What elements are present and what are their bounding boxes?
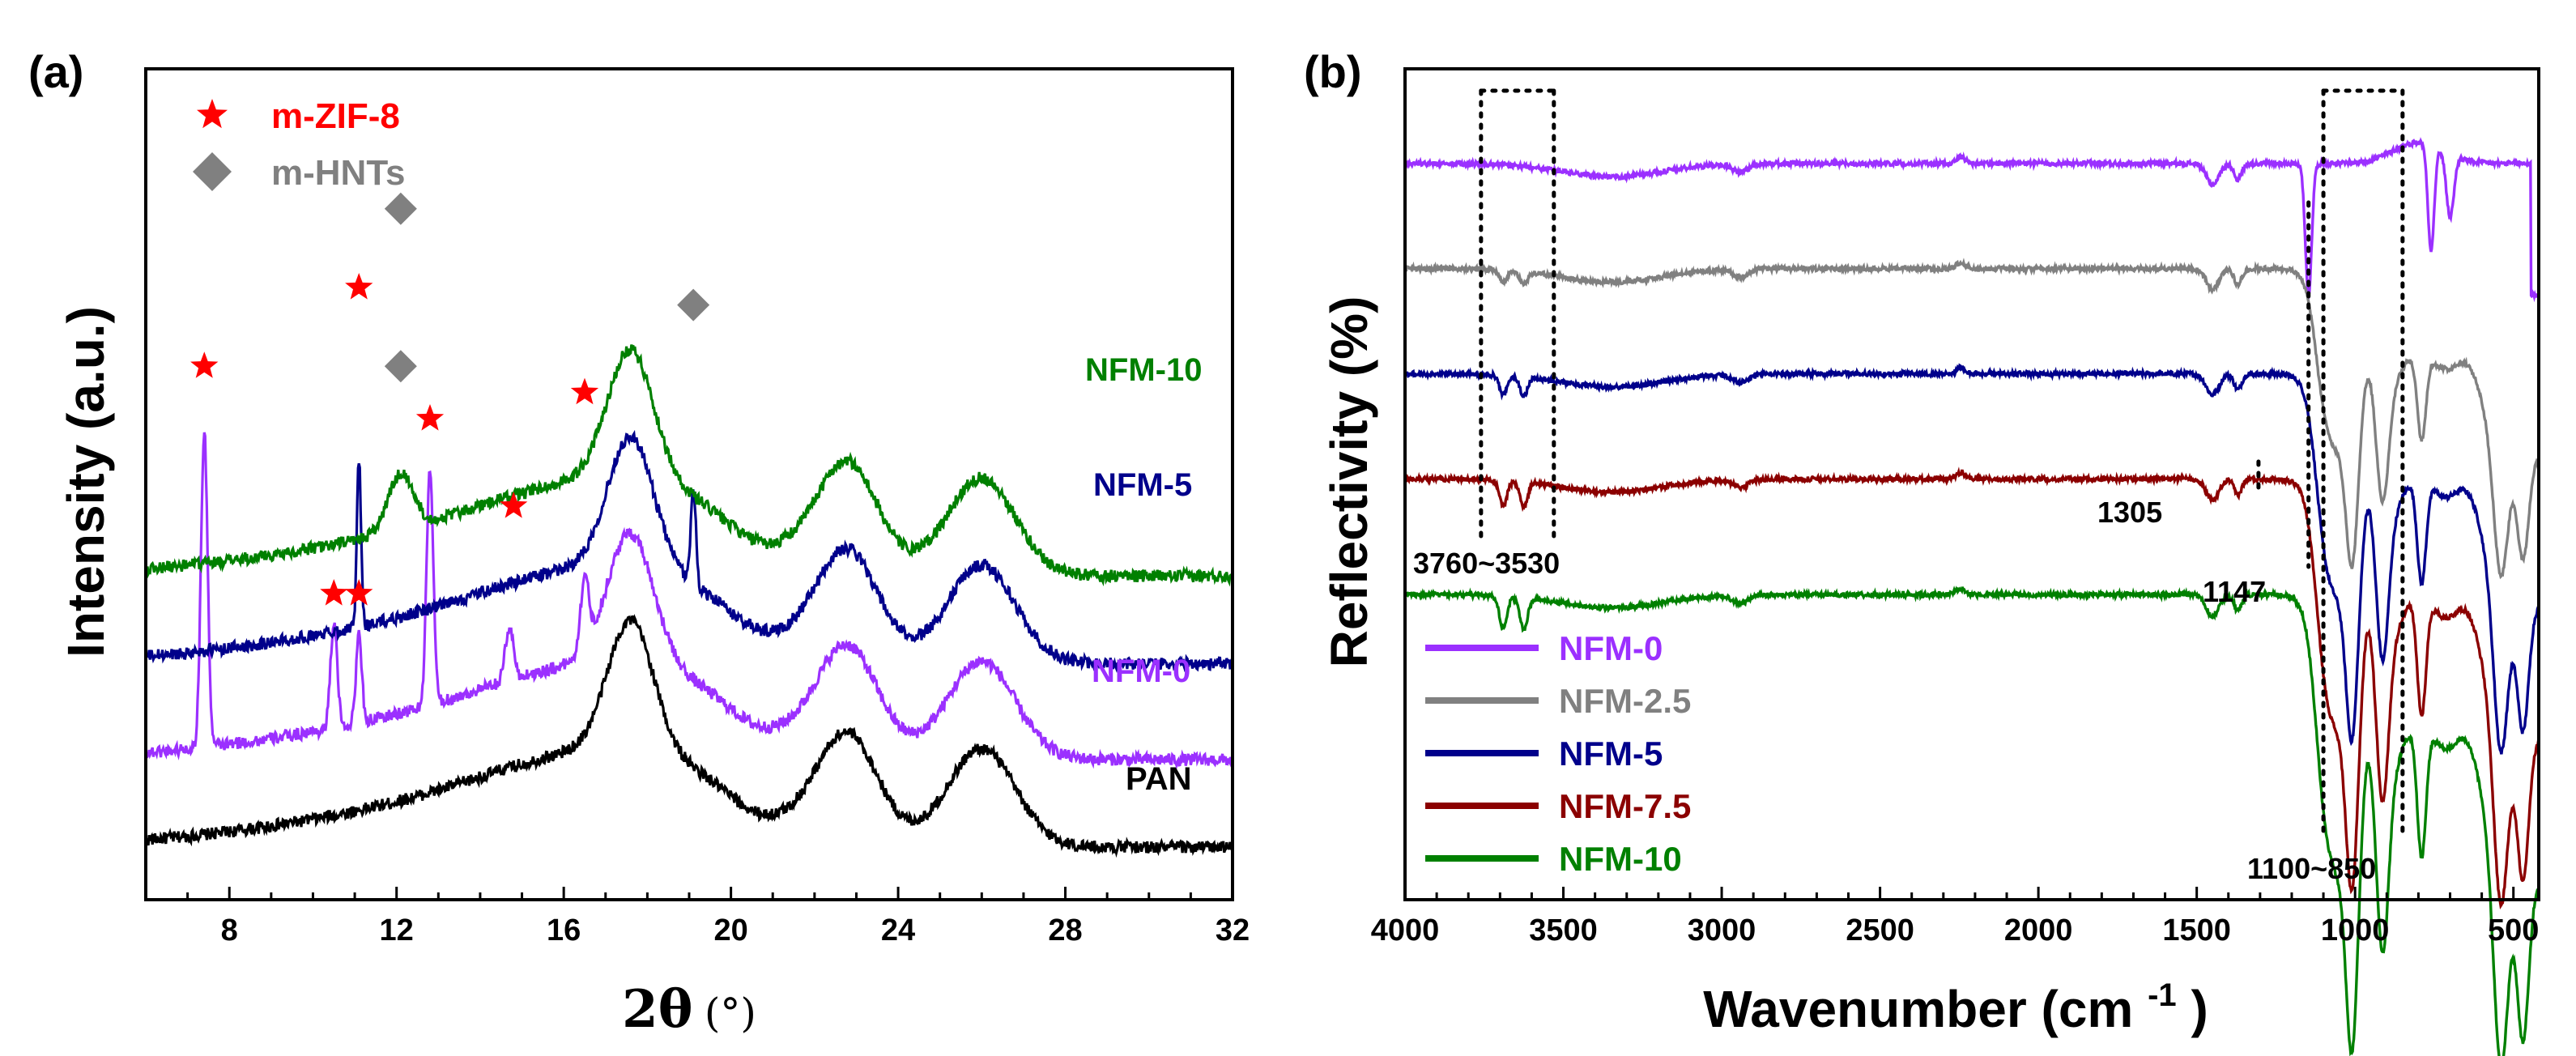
m-zif-8-peak-star-icon bbox=[190, 351, 219, 378]
x-tick-label: 20 bbox=[713, 913, 747, 947]
x-tick-label: 2500 bbox=[1846, 913, 1914, 947]
m-hnts-peak-diamond-icon bbox=[384, 350, 417, 383]
panel-a-series bbox=[144, 344, 1234, 858]
m-zif-8-peak-star-icon bbox=[570, 377, 599, 405]
legend-label-nfm-2-5: NFM-2.5 bbox=[1559, 682, 1691, 720]
x-tick-label: 28 bbox=[1048, 913, 1082, 947]
panel-a-y-axis-title: Intensity (a.u.) bbox=[57, 306, 115, 658]
series-label-nfm-10: NFM-10 bbox=[1085, 352, 1202, 388]
panel-b-label: (b) bbox=[1304, 46, 1362, 97]
legend-label-nfm-7-5: NFM-7.5 bbox=[1559, 787, 1691, 825]
panel-a-label: (a) bbox=[28, 46, 83, 97]
legend-label-nfm-10: NFM-10 bbox=[1559, 840, 1682, 878]
panel-b-ticks: 4000 3500 3000 2500 2000 1500 1000 500 bbox=[1371, 887, 2539, 947]
ftir-series-nfm-7-5 bbox=[1403, 466, 2540, 909]
panel-a-legend: m-ZIF-8 m-HNTs bbox=[193, 96, 405, 193]
ftir-series-nfm-0 bbox=[1403, 137, 2540, 303]
panel-a-axes-frame bbox=[144, 67, 1234, 901]
panel-b-y-axis-title: Reflectivity (%) bbox=[1320, 296, 1378, 668]
x-tick-label: 1500 bbox=[2162, 913, 2231, 947]
m-zif-8-peak-star-icon bbox=[345, 273, 373, 300]
x-tick-label: 16 bbox=[547, 913, 581, 947]
x-tick-label: 500 bbox=[2488, 913, 2539, 947]
x-axis-title-unit: (°) bbox=[705, 990, 756, 1037]
panel-b: (b) 3760~3530 1305 1147 1100~850 4000 350… bbox=[1304, 46, 2540, 1056]
series-label-pan: PAN bbox=[1126, 761, 1191, 797]
ftir-series-nfm-5 bbox=[1403, 363, 2540, 755]
x-tick-label: 3000 bbox=[1688, 913, 1756, 947]
x-tick-label: 32 bbox=[1216, 913, 1250, 947]
m-zif-8-peak-star-icon bbox=[415, 404, 445, 431]
panel-a-x-axis-title: 2θ (°) bbox=[622, 979, 756, 1040]
m-hnts-peak-diamond-icon bbox=[677, 288, 710, 321]
x-tick-label: 8 bbox=[221, 913, 238, 947]
panel-a: (a) 8 12 16 20 24 28 32 NFM-10 NFM-5 NFM-0 PAN… bbox=[28, 46, 1250, 1040]
panel-b-annotations: 3760~3530 1305 1147 1100~850 bbox=[1413, 88, 2405, 885]
annotation-3760-3530: 3760~3530 bbox=[1413, 547, 1560, 580]
xrd-series-nfm-10 bbox=[144, 344, 1234, 587]
x-axis-title-symbol: 2θ bbox=[622, 979, 692, 1040]
x-tick-label: 12 bbox=[380, 913, 414, 947]
panel-a-ticks: 8 12 16 20 24 28 32 bbox=[144, 887, 1250, 947]
x-axis-title-superscript: -1 bbox=[2148, 977, 2177, 1013]
xrd-series-pan bbox=[144, 614, 1234, 858]
x-axis-title-close: ) bbox=[2191, 980, 2208, 1038]
x-tick-label: 3500 bbox=[1529, 913, 1598, 947]
series-label-nfm-5: NFM-5 bbox=[1093, 467, 1192, 503]
x-tick-label: 4000 bbox=[1371, 913, 1440, 947]
legend-label-nfm-0: NFM-0 bbox=[1559, 629, 1663, 667]
m-zif-8-peak-star-icon bbox=[320, 579, 348, 606]
x-tick-label: 2000 bbox=[2004, 913, 2073, 947]
x-tick-label: 24 bbox=[881, 913, 915, 947]
x-tick-label: 1000 bbox=[2321, 913, 2390, 947]
ftir-series-nfm-2-5 bbox=[1403, 258, 2540, 580]
ftir-series-nfm-10 bbox=[1403, 585, 2540, 1056]
panel-b-series bbox=[1403, 137, 2540, 1056]
panel-b-legend: NFM-0 NFM-2.5 NFM-5 NFM-7.5 NFM-10 bbox=[1425, 629, 1691, 878]
legend-star-icon bbox=[197, 99, 228, 129]
xrd-series-nfm-5 bbox=[144, 429, 1234, 673]
panel-b-x-axis-title: Wavenumber (cm -1 ) bbox=[1703, 959, 2208, 1038]
m-zif-8-peak-star-icon bbox=[345, 579, 373, 606]
legend-label-m-zif-8: m-ZIF-8 bbox=[271, 96, 400, 136]
legend-diamond-icon bbox=[193, 152, 232, 191]
annotation-1147: 1147 bbox=[2203, 575, 2266, 608]
legend-label-m-hnts: m-HNTs bbox=[271, 153, 405, 193]
annotation-1100-850: 1100~850 bbox=[2247, 852, 2376, 885]
xrd-series-nfm-0 bbox=[144, 432, 1234, 770]
legend-label-nfm-5: NFM-5 bbox=[1559, 735, 1663, 773]
panel-a-markers bbox=[190, 192, 710, 606]
x-axis-title-text: Wavenumber (cm bbox=[1703, 980, 2133, 1038]
panel-b-axes-frame bbox=[1403, 67, 2540, 901]
m-hnts-peak-diamond-icon bbox=[384, 192, 417, 225]
series-label-nfm-0: NFM-0 bbox=[1092, 654, 1190, 689]
m-zif-8-peak-star-icon bbox=[500, 492, 528, 518]
annotation-1305: 1305 bbox=[2097, 496, 2162, 529]
